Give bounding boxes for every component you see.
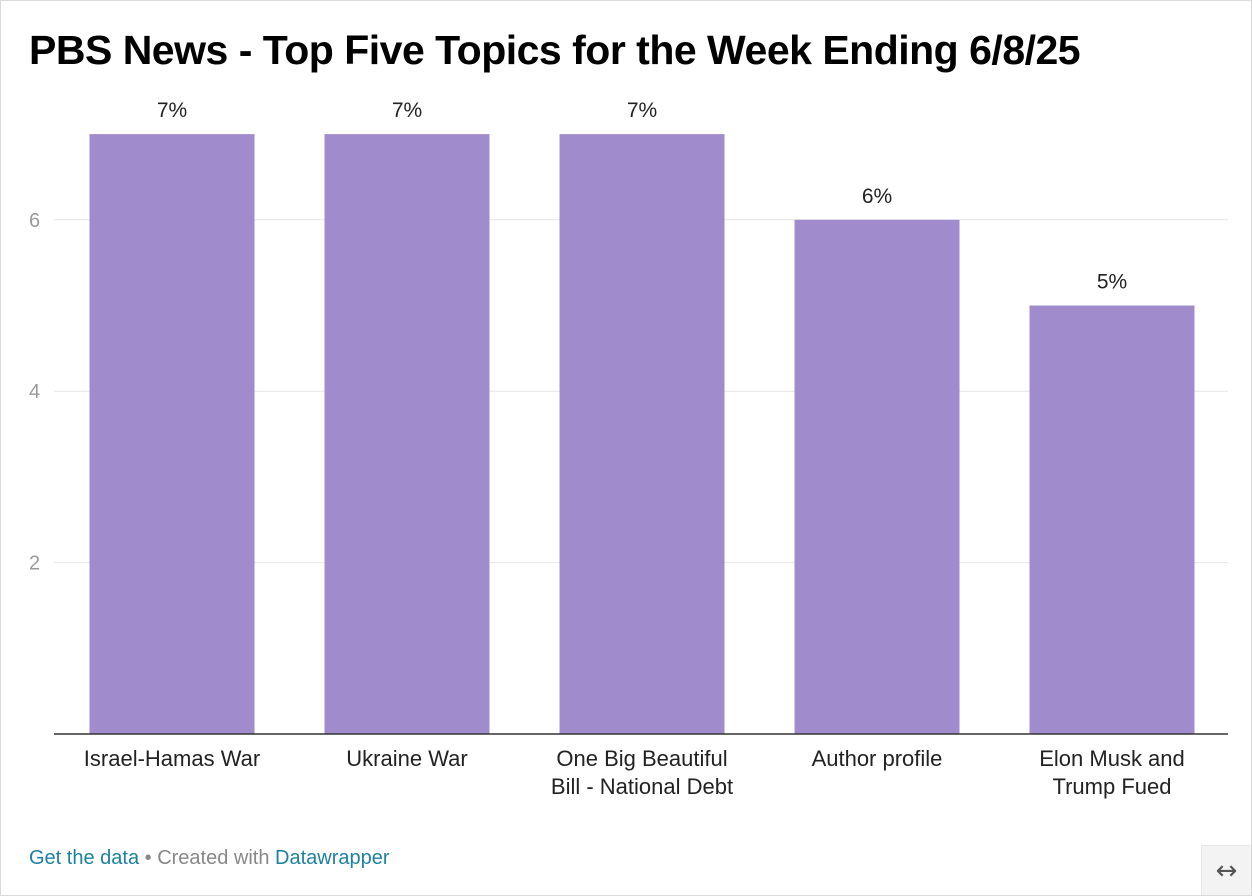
category-label-line: Author profile [812,746,943,771]
bar-4 [794,219,960,735]
category-label-1: Israel-Hamas War [84,746,260,771]
x-axis-labels: Israel-Hamas War Ukraine War One Big Beaut… [84,746,1185,799]
category-label-line: Trump Fued [1052,774,1171,799]
bar-2 [324,134,490,735]
category-label-5: Elon Musk and Trump Fued [1039,746,1185,799]
bar-1 [89,134,255,735]
category-label-4: Author profile [812,746,943,771]
value-label-4: 6% [862,185,892,208]
y-axis-ticks: 2 4 6 [29,210,40,575]
value-label-2: 7% [392,99,422,122]
bars [89,134,1195,735]
resize-icon[interactable]: ↔ [1201,845,1251,895]
value-label-3: 7% [627,99,657,122]
get-the-data-link[interactable]: Get the data [29,847,140,869]
chart-title: PBS News - Top Five Topics for the Week … [29,27,1081,73]
y-tick-label-2: 2 [29,553,40,575]
category-label-line: One Big Beautiful [556,746,727,771]
footer-separator-text: • Created with [139,847,276,869]
bar-5 [1029,305,1195,734]
y-tick-label-6: 6 [29,210,40,232]
category-label-line: Israel-Hamas War [84,746,260,771]
value-label-1: 7% [157,99,187,122]
datawrapper-link[interactable]: Datawrapper [275,847,390,869]
category-label-3: One Big Beautiful Bill - National Debt [551,746,733,799]
chart-footer: Get the data • Created with Datawrapper [29,847,390,870]
category-label-2: Ukraine War [346,746,467,771]
y-tick-label-4: 4 [29,381,40,403]
value-label-5: 5% [1097,271,1127,294]
category-label-line: Ukraine War [346,746,467,771]
bar-chart: 2 4 6 7% 7% 7% 6% 5% Israel-Hamas War Ukraine W… [29,99,1228,799]
value-labels: 7% 7% 7% 6% 5% [157,99,1127,293]
bar-3 [559,134,725,735]
category-label-line: Bill - National Debt [551,774,733,799]
category-label-line: Elon Musk and [1039,746,1185,771]
